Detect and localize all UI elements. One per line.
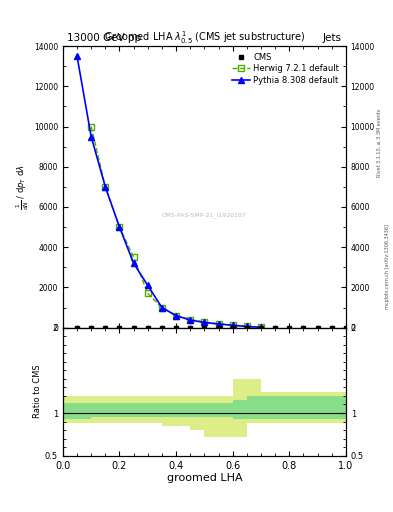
Text: CMS-PAS-SMP-21_I1920187: CMS-PAS-SMP-21_I1920187 — [162, 212, 247, 218]
CMS — [216, 325, 221, 331]
CMS — [230, 325, 235, 331]
Herwig 7.2.1 default — [145, 290, 150, 296]
Herwig 7.2.1 default — [117, 224, 122, 230]
Herwig 7.2.1 default — [202, 319, 207, 325]
Herwig 7.2.1 default — [216, 321, 221, 327]
CMS — [103, 325, 108, 331]
Herwig 7.2.1 default — [160, 305, 164, 311]
CMS — [287, 325, 292, 331]
Herwig 7.2.1 default — [174, 312, 178, 318]
CMS — [329, 325, 334, 331]
Herwig 7.2.1 default — [230, 322, 235, 328]
Text: 13000 GeV pp: 13000 GeV pp — [67, 33, 141, 44]
CMS — [315, 325, 320, 331]
Text: Jets: Jets — [323, 33, 342, 44]
Line: Herwig 7.2.1 default: Herwig 7.2.1 default — [88, 124, 264, 330]
Herwig 7.2.1 default — [103, 184, 108, 190]
Pythia 8.308 default — [131, 260, 136, 266]
CMS — [145, 325, 150, 331]
Herwig 7.2.1 default — [188, 316, 193, 323]
Y-axis label: $\frac{1}{\mathrm{d}N}$ / $\mathrm{d}p_\mathrm{T}$ $\mathrm{d}\lambda$: $\frac{1}{\mathrm{d}N}$ / $\mathrm{d}p_\… — [15, 164, 31, 210]
X-axis label: groomed LHA: groomed LHA — [167, 473, 242, 483]
CMS — [244, 325, 249, 331]
CMS — [75, 325, 79, 331]
Pythia 8.308 default — [145, 283, 150, 289]
Text: mcplots.cern.ch [arXiv:1306.3436]: mcplots.cern.ch [arXiv:1306.3436] — [385, 224, 389, 309]
CMS — [259, 325, 263, 331]
Pythia 8.308 default — [89, 134, 94, 140]
Legend: CMS, Herwig 7.2.1 default, Pythia 8.308 default: CMS, Herwig 7.2.1 default, Pythia 8.308 … — [229, 50, 342, 87]
CMS — [273, 325, 277, 331]
Pythia 8.308 default — [259, 324, 263, 330]
CMS — [188, 325, 193, 331]
CMS — [301, 325, 306, 331]
Title: Groomed LHA $\lambda^{1}_{0.5}$ (CMS jet substructure): Groomed LHA $\lambda^{1}_{0.5}$ (CMS jet… — [104, 29, 305, 46]
Pythia 8.308 default — [230, 322, 235, 328]
Herwig 7.2.1 default — [131, 254, 136, 260]
Pythia 8.308 default — [117, 224, 122, 230]
CMS — [117, 325, 122, 331]
CMS — [131, 325, 136, 331]
Pythia 8.308 default — [75, 53, 79, 59]
CMS — [89, 325, 94, 331]
Pythia 8.308 default — [103, 184, 108, 190]
Herwig 7.2.1 default — [89, 123, 94, 130]
CMS — [174, 325, 178, 331]
Pythia 8.308 default — [188, 317, 193, 323]
Pythia 8.308 default — [216, 321, 221, 327]
Text: Rivet 3.1.10, ≥ 3.3M events: Rivet 3.1.10, ≥ 3.3M events — [377, 109, 382, 178]
Y-axis label: Ratio to CMS: Ratio to CMS — [33, 365, 42, 418]
CMS — [202, 325, 207, 331]
Herwig 7.2.1 default — [244, 324, 249, 330]
Pythia 8.308 default — [244, 324, 249, 330]
Pythia 8.308 default — [174, 312, 178, 318]
Pythia 8.308 default — [160, 305, 164, 311]
CMS — [343, 325, 348, 331]
Pythia 8.308 default — [202, 319, 207, 326]
Line: CMS: CMS — [75, 326, 348, 330]
Line: Pythia 8.308 default: Pythia 8.308 default — [74, 53, 264, 330]
CMS — [160, 325, 164, 331]
Herwig 7.2.1 default — [259, 324, 263, 330]
